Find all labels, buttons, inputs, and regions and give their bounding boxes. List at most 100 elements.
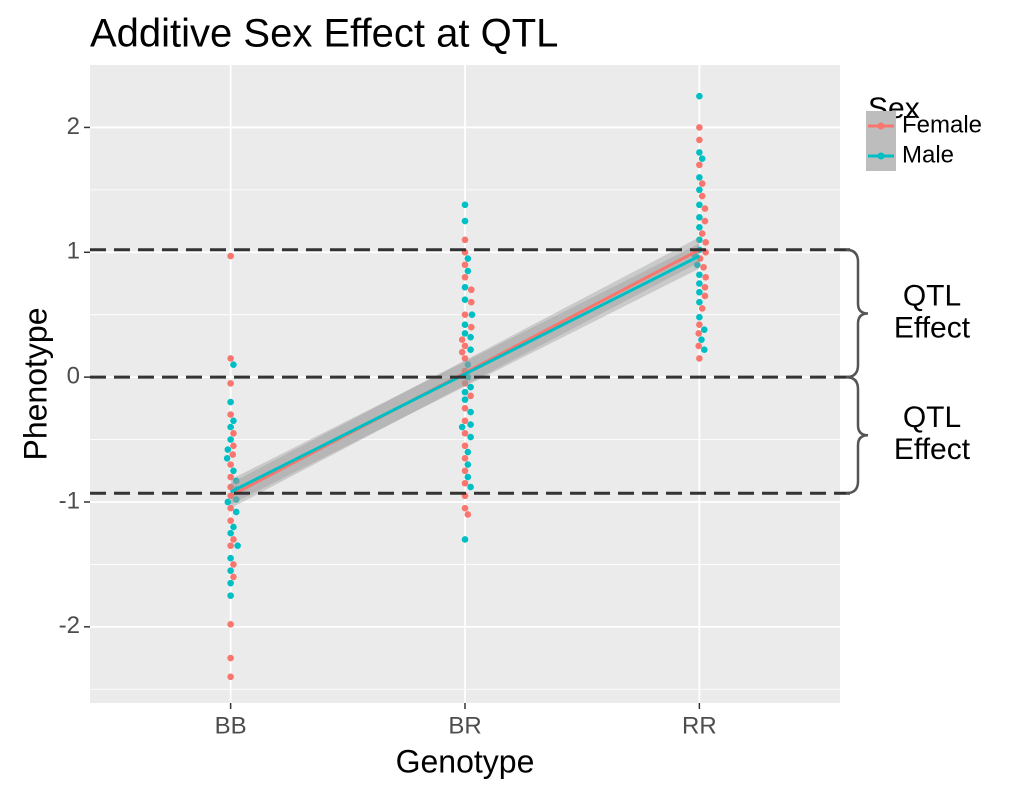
point xyxy=(458,423,466,431)
point xyxy=(698,180,706,187)
point xyxy=(467,333,474,341)
point xyxy=(696,136,703,144)
y-axis-title: Phenotype xyxy=(17,307,53,460)
point xyxy=(227,621,234,628)
point xyxy=(468,323,475,331)
point xyxy=(464,361,472,368)
point xyxy=(461,283,469,291)
y-tick-label: -1 xyxy=(59,487,80,514)
point xyxy=(468,298,475,306)
point xyxy=(227,380,234,387)
point xyxy=(461,321,469,328)
point xyxy=(230,442,237,450)
point xyxy=(227,554,234,562)
point xyxy=(230,417,237,425)
point xyxy=(700,263,707,271)
point xyxy=(227,542,234,549)
point xyxy=(464,473,472,481)
legend-dot xyxy=(877,122,885,130)
point xyxy=(693,261,701,269)
point xyxy=(230,430,237,437)
y-tick-label: 0 xyxy=(67,362,80,389)
chart-title: Additive Sex Effect at QTL xyxy=(90,12,558,56)
point xyxy=(227,411,234,418)
point xyxy=(227,517,234,525)
legend-label: Male xyxy=(902,141,954,168)
point xyxy=(467,433,474,441)
point xyxy=(461,405,469,412)
point xyxy=(461,479,469,487)
point xyxy=(467,408,474,416)
point xyxy=(227,423,234,431)
point xyxy=(227,529,234,537)
point xyxy=(461,504,469,512)
point xyxy=(467,421,474,428)
point xyxy=(461,296,469,304)
point xyxy=(230,536,237,543)
point xyxy=(696,149,703,156)
point xyxy=(467,483,474,491)
point xyxy=(696,124,703,131)
point xyxy=(467,346,474,353)
point xyxy=(230,561,237,568)
point xyxy=(467,383,474,391)
point xyxy=(696,321,703,328)
point xyxy=(461,330,469,337)
point xyxy=(701,205,709,212)
point xyxy=(461,417,469,425)
point xyxy=(224,446,232,453)
point xyxy=(696,298,703,306)
point xyxy=(227,398,234,406)
point xyxy=(227,654,234,662)
point xyxy=(461,396,469,403)
annotation-text: Effect xyxy=(894,311,971,344)
y-tick-label: 2 xyxy=(67,113,80,140)
point xyxy=(701,283,709,291)
point xyxy=(464,267,472,275)
point xyxy=(461,201,469,209)
point xyxy=(696,201,703,209)
point xyxy=(461,355,469,362)
annotation-text: QTL xyxy=(903,279,961,312)
point xyxy=(700,346,708,353)
point xyxy=(234,542,241,549)
point xyxy=(230,361,237,368)
point xyxy=(458,336,466,343)
point xyxy=(227,579,234,587)
point xyxy=(696,174,703,181)
point xyxy=(461,273,469,281)
point xyxy=(696,271,703,279)
point xyxy=(227,252,234,260)
point xyxy=(702,238,709,246)
point xyxy=(696,186,703,194)
point xyxy=(696,214,703,221)
point xyxy=(464,373,472,381)
point xyxy=(696,355,703,362)
bracket xyxy=(845,375,869,495)
point xyxy=(461,467,469,475)
point xyxy=(227,567,234,574)
point xyxy=(461,536,469,543)
point xyxy=(696,313,703,321)
point xyxy=(464,511,472,518)
point xyxy=(696,288,703,296)
point xyxy=(461,380,469,387)
y-tick-label: 1 xyxy=(67,238,80,265)
point xyxy=(461,217,469,225)
point xyxy=(227,483,234,491)
point xyxy=(461,430,469,437)
point xyxy=(696,280,703,287)
point xyxy=(227,504,234,512)
point xyxy=(698,336,705,343)
point xyxy=(227,355,234,362)
point xyxy=(468,311,476,319)
point xyxy=(696,224,703,231)
point xyxy=(700,326,708,333)
point xyxy=(461,311,469,319)
point xyxy=(229,451,237,458)
point xyxy=(461,261,469,269)
point xyxy=(696,161,703,169)
point xyxy=(230,467,237,475)
point xyxy=(698,230,706,237)
